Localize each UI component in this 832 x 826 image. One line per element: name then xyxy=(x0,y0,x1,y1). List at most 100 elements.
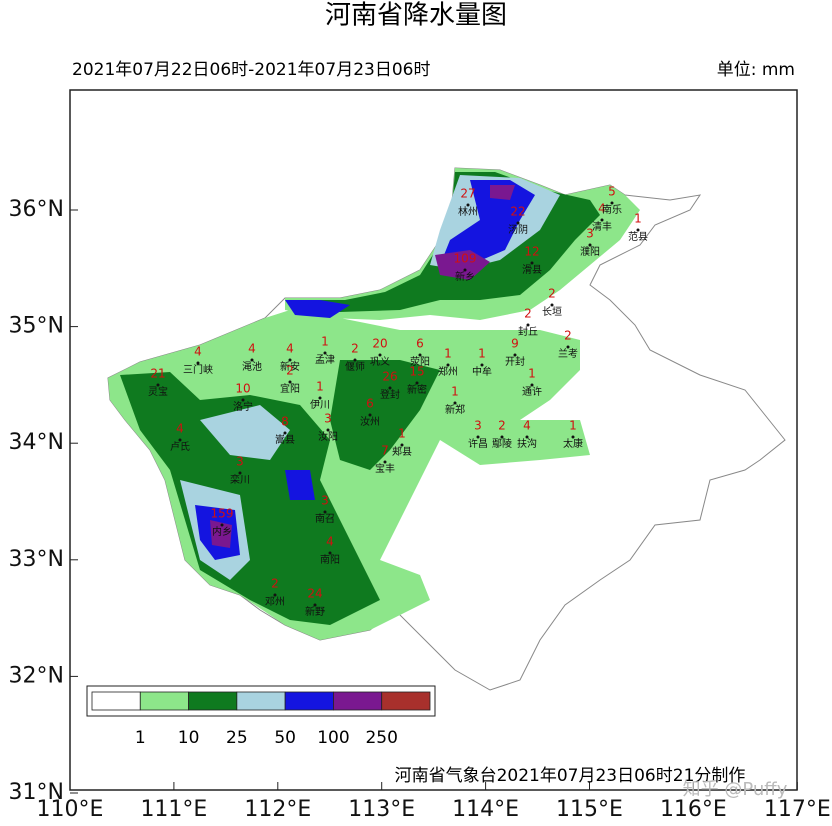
station-dot xyxy=(480,363,484,367)
station-name: 范县 xyxy=(628,230,648,243)
station-value: 15 xyxy=(409,365,424,379)
legend-swatch xyxy=(333,691,383,711)
station-value: 9 xyxy=(511,337,519,351)
station-dot xyxy=(516,221,520,225)
station-dot xyxy=(530,261,534,265)
station-name: 开封 xyxy=(505,355,525,368)
credit: 河南省气象台2021年07月23日06时21分制作 xyxy=(395,766,746,786)
station-dot xyxy=(326,428,330,432)
station-value: 2 xyxy=(286,364,294,378)
lat-label: 31°N xyxy=(9,780,64,805)
station-name: 清丰 xyxy=(592,220,612,233)
station-value: 4 xyxy=(523,419,531,433)
station-name: 新密 xyxy=(407,383,427,396)
station-dot xyxy=(238,471,242,475)
station-name: 嵩县 xyxy=(275,434,295,446)
station-value: 1 xyxy=(451,385,459,399)
station-name: 伊川 xyxy=(310,399,330,411)
station-name: 巩义 xyxy=(370,356,390,368)
station-dot xyxy=(318,396,322,400)
station-name: 汝州 xyxy=(360,415,380,428)
station-dot xyxy=(250,358,254,362)
station-dot xyxy=(526,323,530,327)
station-name: 鄢陵 xyxy=(492,438,512,450)
station-dot xyxy=(313,603,317,607)
station-name: 三门峡 xyxy=(183,363,213,376)
station-value: 21 xyxy=(150,367,165,381)
lon-label: 116°E xyxy=(660,797,727,822)
station-dot xyxy=(530,383,534,387)
station-name: 灵宝 xyxy=(148,385,168,398)
map-title: 河南省降水量图 xyxy=(325,1,507,31)
lon-label: 115°E xyxy=(556,797,623,822)
station-name: 封丘 xyxy=(518,325,538,338)
station-dot xyxy=(220,523,224,527)
station-value: 2 xyxy=(498,419,506,433)
lat-label: 35°N xyxy=(9,314,64,339)
station-name: 渑池 xyxy=(242,360,262,373)
station-value: 20 xyxy=(372,337,387,351)
station-value: 1 xyxy=(569,419,577,433)
station-name: 新乡 xyxy=(455,270,475,283)
station-name: 卢氏 xyxy=(170,440,190,453)
station-value: 26 xyxy=(382,370,397,384)
lon-label: 112°E xyxy=(244,797,311,822)
station-name: 兰考 xyxy=(558,347,578,360)
station-name: 汤阴 xyxy=(508,223,528,236)
station-name: 扶沟 xyxy=(517,437,537,450)
station-name: 长垣 xyxy=(542,306,562,318)
station-dot xyxy=(178,438,182,442)
legend-label: 25 xyxy=(226,728,248,748)
rainfall-areas xyxy=(108,168,640,640)
station-name: 新郑 xyxy=(445,403,465,416)
station-dot xyxy=(600,218,604,222)
legend-swatch xyxy=(381,691,431,711)
unit: 单位: mm xyxy=(717,60,795,80)
station-name: 新安 xyxy=(280,360,300,373)
station-dot xyxy=(353,358,357,362)
station-value: 1 xyxy=(634,212,642,226)
station-dot xyxy=(476,435,480,439)
lat-label: 32°N xyxy=(9,663,64,688)
lat-label: 36°N xyxy=(9,197,64,222)
station-name: 偃师 xyxy=(345,360,365,373)
station-name: 许昌 xyxy=(468,438,488,450)
station-value: 2 xyxy=(548,287,556,301)
legend-swatch xyxy=(139,691,189,711)
station-value: 4 xyxy=(326,535,334,549)
station-name: 内乡 xyxy=(212,525,232,538)
legend-swatch xyxy=(91,691,141,711)
station-value: 2 xyxy=(564,329,572,343)
station-name: 新野 xyxy=(305,605,325,618)
station-name: 宝丰 xyxy=(375,462,395,475)
station-name: 太康 xyxy=(563,437,583,450)
station-name: 南召 xyxy=(315,512,335,525)
station-value: 6 xyxy=(366,397,374,411)
station-value: 1 xyxy=(478,347,486,361)
station-dot xyxy=(323,510,327,514)
lon-label: 110°E xyxy=(37,797,104,822)
station-value: 1 xyxy=(398,427,406,441)
station-dot xyxy=(610,201,614,205)
station-dot xyxy=(241,398,245,402)
station-dot xyxy=(288,380,292,384)
station-value: 8 xyxy=(281,415,289,429)
station-value: 22 xyxy=(510,205,525,219)
station-name: 郑州 xyxy=(438,365,458,378)
station-dot xyxy=(328,551,332,555)
station-value: 4 xyxy=(194,345,202,359)
station-name: 南乐 xyxy=(602,203,622,216)
station-dot xyxy=(156,383,160,387)
lat-label: 33°N xyxy=(9,547,64,572)
station-dot xyxy=(418,353,422,357)
station-dot xyxy=(400,443,404,447)
station-value: 1 xyxy=(316,380,324,394)
station-value: 3 xyxy=(324,412,332,426)
station-value: 24 xyxy=(307,587,322,601)
station-value: 3 xyxy=(236,455,244,469)
legend-label: 100 xyxy=(317,728,349,748)
station-dot xyxy=(466,203,470,207)
period: 2021年07月22日06时-2021年07月23日06时 xyxy=(72,60,430,80)
legend-swatch xyxy=(284,691,334,711)
